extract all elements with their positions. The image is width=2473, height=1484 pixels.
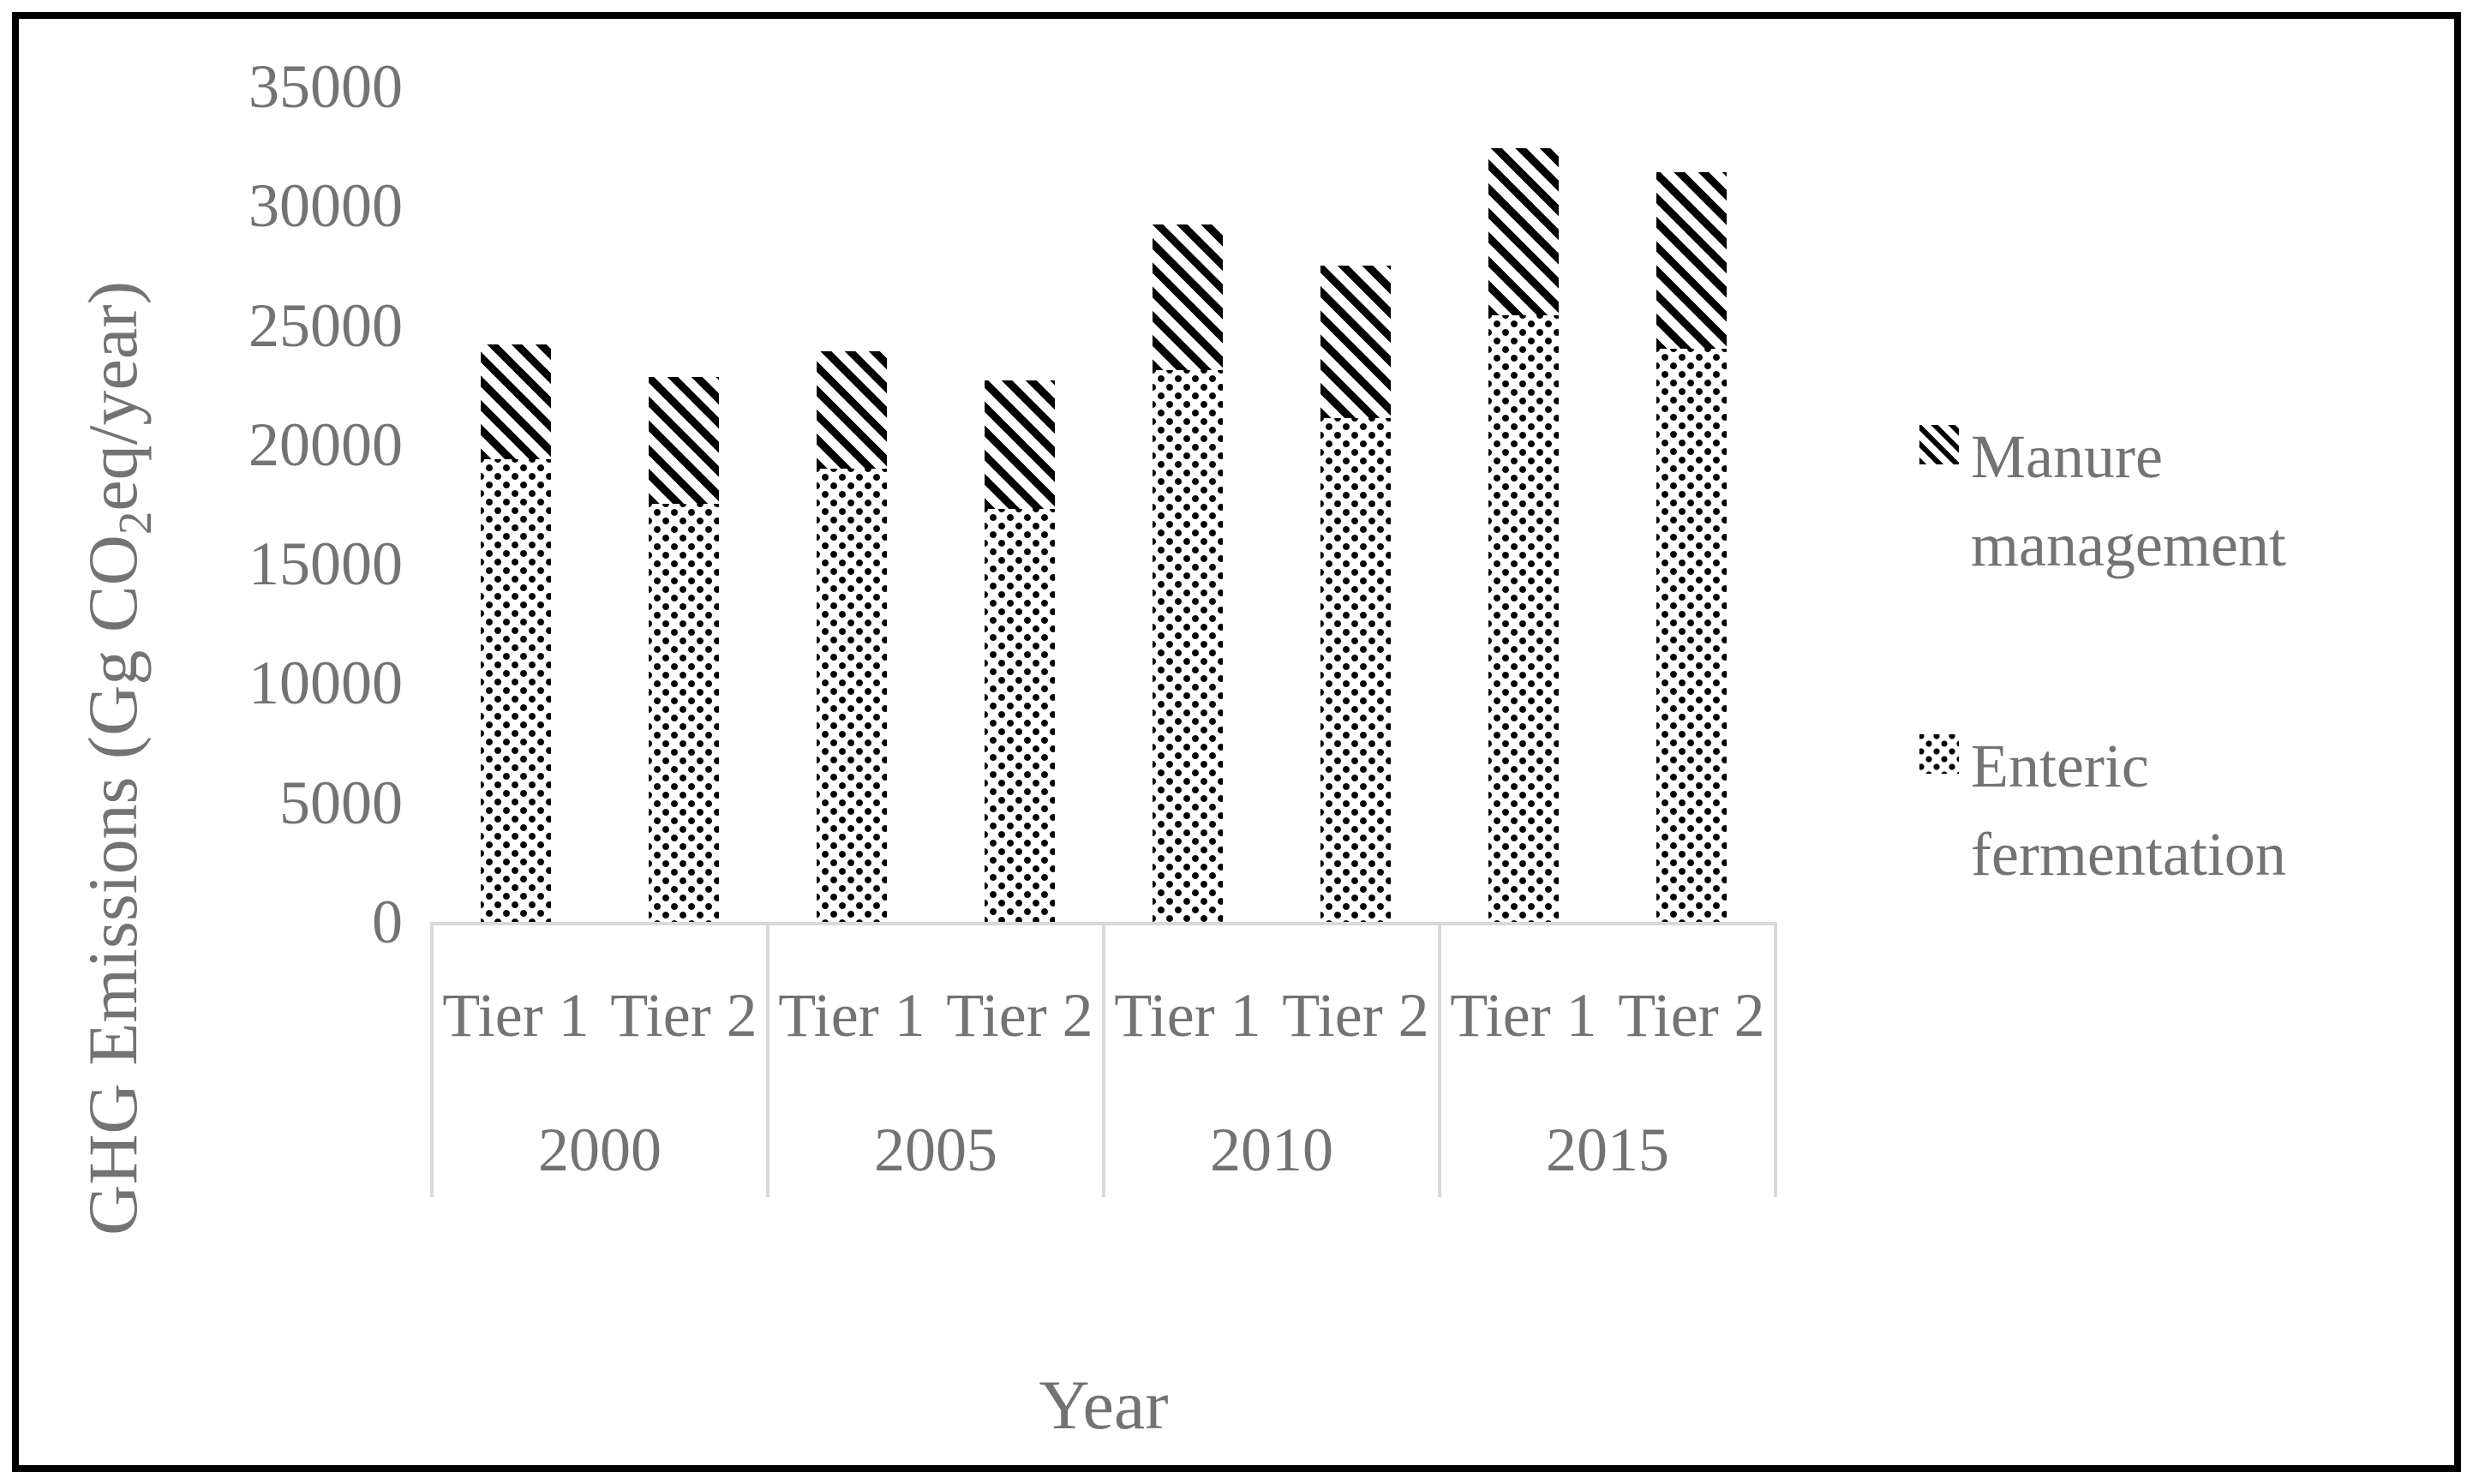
bar-segment-manure-management <box>1488 148 1559 315</box>
bar-segment-manure-management <box>985 380 1055 509</box>
figure-border <box>12 12 2461 1472</box>
enteric-fermentation-swatch-icon <box>1919 734 1959 774</box>
category-divider <box>766 922 769 1197</box>
legend-label-line: Enteric <box>1971 732 2149 800</box>
tier-label: Tier 1 <box>442 981 590 1050</box>
manure-management-swatch-icon <box>1919 425 1959 464</box>
y-tick-label: 35000 <box>248 51 403 121</box>
bar-2005-tier-2 <box>985 380 1055 922</box>
bar-2015-tier-2 <box>1656 172 1727 922</box>
bar-segment-enteric-fermentation <box>481 459 551 922</box>
bar-2010-tier-1 <box>1153 224 1223 922</box>
y-tick-label: 15000 <box>248 530 403 599</box>
legend-entry-manure-management: Manure management <box>1919 413 2286 589</box>
bar-segment-manure-management <box>1153 224 1223 370</box>
legend-label-line: Manure <box>1971 422 2163 491</box>
y-tick-label: 30000 <box>248 171 403 241</box>
bar-segment-manure-management <box>817 351 887 469</box>
bar-segment-enteric-fermentation <box>1656 349 1727 922</box>
bar-segment-manure-management <box>1320 266 1391 418</box>
category-divider <box>430 922 434 1197</box>
category-divider <box>1438 922 1441 1197</box>
tier-label: Tier 1 <box>778 981 925 1050</box>
bar-2000-tier-2 <box>649 377 719 922</box>
legend-label-line: fermentation <box>1971 820 2286 889</box>
bar-2010-tier-2 <box>1320 266 1391 922</box>
x-axis-title: Year <box>1039 1366 1169 1444</box>
tier-label: Tier 2 <box>1618 981 1765 1050</box>
tier-label: Tier 2 <box>946 981 1093 1050</box>
bar-segment-enteric-fermentation <box>1153 370 1223 922</box>
bar-segment-enteric-fermentation <box>985 509 1055 922</box>
bar-segment-enteric-fermentation <box>817 469 887 922</box>
tier-label: Tier 2 <box>610 981 757 1050</box>
legend-label-line: management <box>1971 511 2286 579</box>
bar-segment-manure-management <box>649 377 719 504</box>
bar-2005-tier-1 <box>817 351 887 922</box>
tier-label: Tier 1 <box>1450 981 1597 1050</box>
bar-segment-manure-management <box>481 344 551 459</box>
bar-segment-enteric-fermentation <box>649 504 719 922</box>
bar-2000-tier-1 <box>481 344 551 922</box>
legend-label: Manure management <box>1971 413 2286 589</box>
category-divider <box>1102 922 1105 1197</box>
y-tick-label: 25000 <box>248 290 403 360</box>
tier-label: Tier 1 <box>1114 981 1261 1050</box>
y-axis-title: GHG Emissions (Gg CO2eq/year) <box>73 281 162 1236</box>
y-tick-label: 5000 <box>279 768 403 837</box>
bar-segment-enteric-fermentation <box>1488 315 1559 922</box>
bar-2015-tier-1 <box>1488 148 1559 922</box>
tier-label: Tier 2 <box>1282 981 1429 1050</box>
legend-entry-enteric-fermentation: Enteric fermentation <box>1919 722 2286 899</box>
bar-segment-manure-management <box>1656 172 1727 349</box>
y-tick-label: 10000 <box>248 649 403 718</box>
year-label: 2005 <box>874 1116 997 1184</box>
bar-segment-enteric-fermentation <box>1320 418 1391 922</box>
year-label: 2015 <box>1546 1116 1669 1184</box>
year-label: 2000 <box>538 1116 662 1184</box>
legend-label: Enteric fermentation <box>1971 722 2286 899</box>
year-label: 2010 <box>1210 1116 1333 1184</box>
category-divider <box>1774 922 1777 1197</box>
y-tick-label: 0 <box>372 888 403 956</box>
y-tick-label: 20000 <box>248 410 403 479</box>
